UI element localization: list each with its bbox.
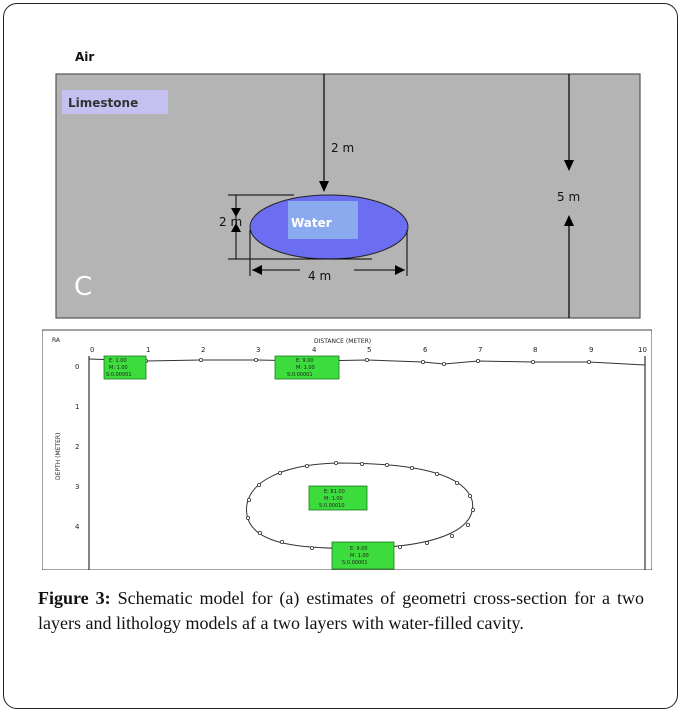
water-highlight [288, 201, 358, 239]
x-tick-2: 2 [201, 346, 205, 354]
figure-svg: Air Limestone Water 2 m 2 m 4 m 5 m [41, 50, 653, 571]
caption-text: Schematic model for (a) estimates of geo… [38, 588, 644, 633]
water-label: Water [291, 216, 332, 230]
x-tick-10: 10 [638, 346, 647, 354]
x-tick-8: 8 [533, 346, 537, 354]
param-box-4: E: 9.00 M: 1.00 S:0.00001 [331, 541, 395, 570]
x-tick-5: 5 [367, 346, 371, 354]
height-arrow-up [231, 223, 241, 232]
depth-axis-title: DEPTH (METER) [55, 433, 62, 480]
x-tick-9: 9 [589, 346, 593, 354]
width-arrow-left [252, 265, 262, 275]
height-arrow-down [231, 208, 241, 217]
section-axis-title: DISTANCE (METER) [314, 338, 371, 345]
box-1-line-2: M: 1.00 [109, 365, 128, 371]
figure-image: Air Limestone Water 2 m 2 m 4 m 5 m [41, 30, 653, 571]
total-arrow-down [564, 160, 574, 171]
box-2-line-3: S:0.00001 [287, 372, 313, 378]
param-box-1: E: 1.00 M: 1.00 S:0.00001 [103, 355, 147, 380]
x-tick-4: 4 [312, 346, 317, 354]
total-arrow-up [564, 215, 574, 226]
param-box-2: E: 9.00 M: 1.00 S:0.00001 [274, 355, 340, 380]
box-2-line-2: M: 1.00 [296, 365, 315, 371]
limestone-label: Limestone [68, 96, 138, 110]
box-4-line-2: M: 1.00 [350, 553, 369, 559]
x-tick-7: 7 [478, 346, 482, 354]
y-tick-3: 3 [75, 483, 79, 491]
box-1-line-1: E: 1.00 [109, 358, 127, 364]
cavity-nodes [245, 460, 475, 552]
box-1-line-3: S:0.00001 [106, 372, 132, 378]
caption-label: Figure 3: [38, 588, 111, 608]
limestone-tag [62, 90, 168, 114]
x-tick-6: 6 [423, 346, 428, 354]
box-3-line-2: M: 1.00 [324, 496, 343, 502]
x-tick-0: 0 [90, 346, 94, 354]
air-label: Air [75, 50, 94, 64]
box-4-line-1: E: 9.00 [350, 546, 368, 552]
box-3-line-1: E: 81.00 [324, 489, 345, 495]
y-tick-4: 4 [75, 523, 80, 531]
y-tick-0: 0 [75, 363, 79, 371]
y-tick-2: 2 [75, 443, 79, 451]
dim-total-label: 5 m [557, 190, 580, 204]
box-3-line-3: S:0.00010 [319, 503, 345, 509]
y-tick-1: 1 [75, 403, 79, 411]
param-box-3: E: 81.00 M: 1.00 S:0.00010 [308, 485, 368, 511]
dim-top-label: 2 m [331, 141, 354, 155]
x-tick-1: 1 [146, 346, 150, 354]
corner-label: RA [52, 337, 61, 344]
dim-width-label: 4 m [308, 269, 331, 283]
panel-letter: C [74, 272, 92, 302]
layer-boundary [88, 358, 646, 366]
box-4-line-3: S:0.00001 [342, 560, 368, 566]
depth-arrow-head [319, 181, 329, 192]
x-tick-3: 3 [256, 346, 260, 354]
figure-caption: Figure 3: Schematic model for (a) estima… [38, 586, 644, 636]
box-2-line-1: E: 9.00 [296, 358, 314, 364]
width-arrow-right [395, 265, 405, 275]
dim-height-label: 2 m [219, 215, 242, 229]
